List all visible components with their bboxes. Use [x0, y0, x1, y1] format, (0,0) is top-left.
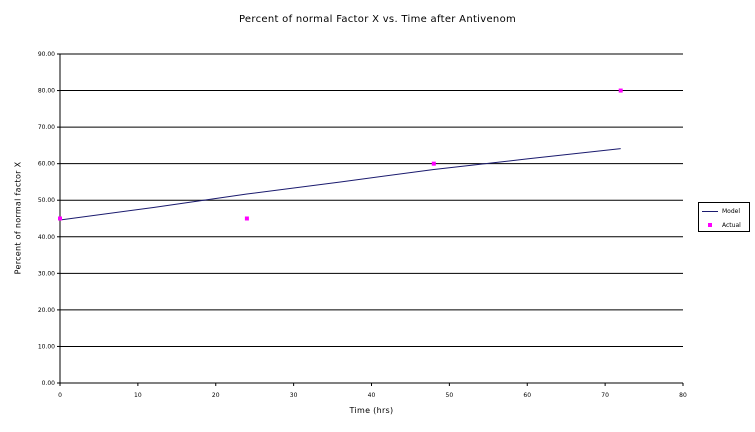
chart-title: Percent of normal Factor X vs. Time afte… — [238, 14, 517, 25]
data-point-actual — [618, 88, 623, 93]
x-tick-label: 70 — [601, 392, 609, 399]
legend: Model Actual — [698, 202, 750, 232]
y-tick-label: 50.00 — [38, 197, 55, 204]
series-line-model — [59, 148, 621, 221]
data-point-actual — [58, 216, 62, 221]
y-axis-label: Percent of normal factor X — [13, 161, 23, 275]
gridlines — [60, 53, 683, 347]
data-point-actual — [431, 161, 436, 166]
y-tick-label: 60.00 — [38, 161, 55, 168]
x-tick-label: 60 — [523, 392, 531, 399]
x-tick-label: 50 — [446, 392, 454, 399]
y-tick-label: 0.00 — [42, 380, 56, 387]
y-tick-label: 90.00 — [38, 51, 55, 58]
x-tick-label: 30 — [290, 392, 298, 399]
data-series — [58, 88, 623, 221]
line-swatch-icon — [702, 210, 718, 212]
legend-label-model: Model — [722, 207, 741, 215]
x-tick-label: 20 — [212, 392, 220, 399]
legend-item-actual: Actual — [702, 220, 741, 230]
square-marker-icon — [708, 223, 712, 227]
x-tick-label: 40 — [368, 392, 376, 399]
tick-labels: 0.00 10.00 20.00 30.00 40.00 50.00 60.00 70.00 8… — [38, 51, 687, 399]
y-tick-label: 40.00 — [38, 234, 55, 241]
x-tick-label: 80 — [679, 392, 687, 399]
axes — [57, 53, 684, 386]
legend-item-model: Model — [702, 206, 740, 216]
x-axis-label: Time (hrs) — [349, 406, 394, 415]
y-tick-label: 30.00 — [38, 270, 55, 277]
data-point-actual — [244, 216, 249, 221]
legend-label-actual: Actual — [722, 221, 741, 229]
y-tick-label: 80.00 — [38, 88, 55, 95]
x-tick-label: 10 — [134, 392, 142, 399]
y-tick-label: 70.00 — [38, 124, 55, 131]
y-tick-label: 10.00 — [38, 343, 55, 350]
x-tick-label: 0 — [58, 392, 62, 399]
y-tick-label: 20.00 — [38, 307, 55, 314]
